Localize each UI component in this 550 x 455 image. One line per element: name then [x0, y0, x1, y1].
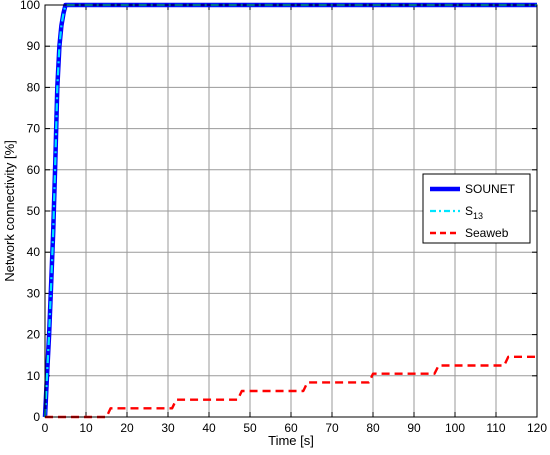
x-tick-label: 30	[161, 421, 175, 435]
y-tick-label: 80	[27, 80, 41, 94]
legend: SOUNET S13 Seaweb	[422, 173, 531, 244]
tick-labels: 0 10 20 30 40 50 60 70 80 90 100 110 120 0 10 20 30 40 50 6…	[20, 0, 547, 435]
x-tick-label: 100	[445, 421, 465, 435]
x-tick-label: 50	[243, 421, 257, 435]
plot-frame	[44, 4, 538, 418]
y-axis-label: Network connectivity [%]	[2, 140, 17, 282]
x-tick-label: 40	[202, 421, 216, 435]
y-tick-label: 20	[27, 328, 41, 342]
y-tick-label: 50	[27, 204, 41, 218]
x-tick-label: 110	[486, 421, 505, 435]
legend-label: SOUNET	[465, 182, 516, 196]
y-tick-label: 100	[20, 0, 40, 12]
series-line-s13	[43, 3, 537, 418]
legend-label: Seaweb	[465, 226, 509, 240]
x-tick-label: 80	[366, 421, 380, 435]
y-tick-label: 40	[27, 245, 41, 259]
y-tick-label: 30	[27, 286, 41, 300]
x-tick-label: 70	[325, 421, 339, 435]
x-tick-label: 20	[120, 421, 134, 435]
y-tick-label: 70	[27, 122, 41, 136]
x-axis-label: Time [s]	[268, 433, 314, 448]
y-tick-label: 60	[27, 163, 41, 177]
x-tick-label: 0	[42, 421, 49, 435]
x-tick-label: 60	[284, 421, 298, 435]
legend-label: S13	[465, 204, 483, 221]
series-line-seaweb	[45, 355, 537, 419]
y-tick-label: 90	[27, 39, 41, 53]
x-tick-label: 120	[527, 421, 547, 435]
legend-box	[422, 173, 531, 244]
x-tick-label: 90	[407, 421, 421, 435]
y-tick-label: 10	[27, 369, 41, 383]
x-tick-label: 10	[79, 421, 93, 435]
y-tick-label: 0	[33, 410, 40, 424]
